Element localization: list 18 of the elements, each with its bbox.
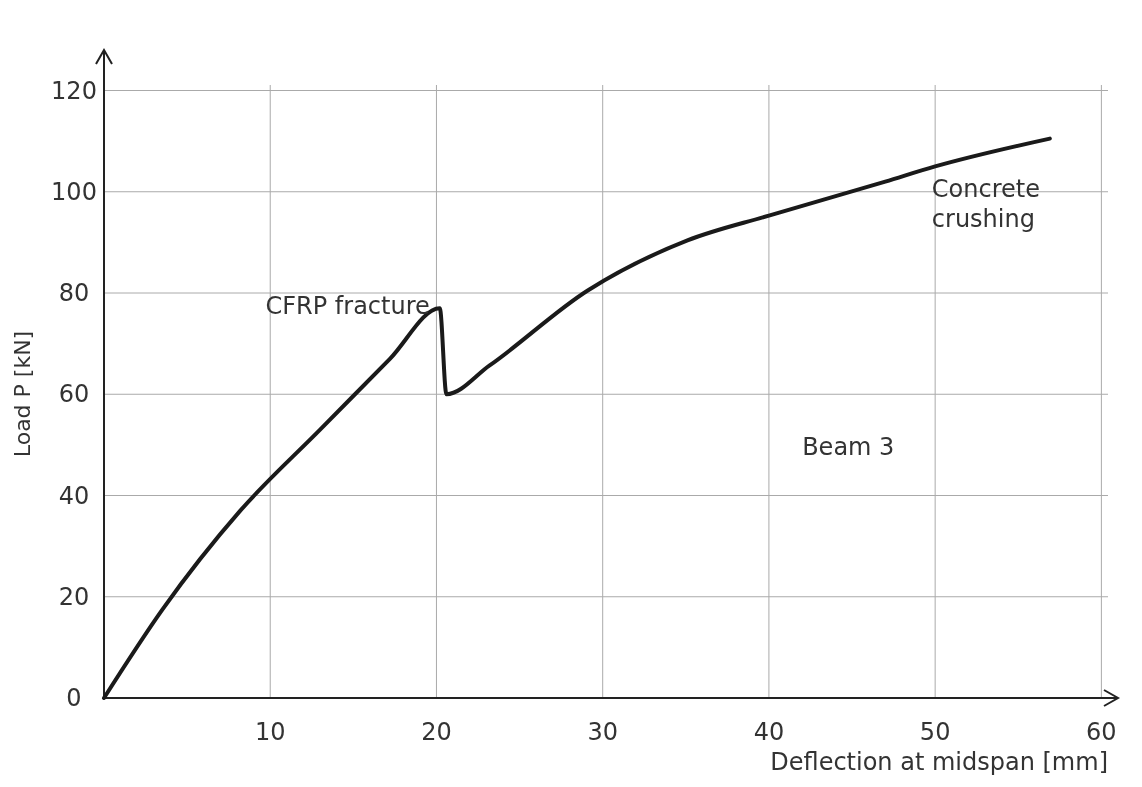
y-tick-label: 40 xyxy=(58,481,90,510)
x-tick-label: 60 xyxy=(1086,718,1117,746)
x-tick-label: 10 xyxy=(254,718,286,746)
x-axis-title: Deflection at midspan [mm] xyxy=(770,748,1108,776)
y-tick-label: 100 xyxy=(51,177,97,206)
annotation: CFRP fracture xyxy=(265,292,430,321)
x-tick-label: 40 xyxy=(753,718,785,746)
annotation: Beam 3 xyxy=(802,433,895,461)
y-tick-label: 20 xyxy=(58,582,90,611)
y-tick-label: 0 xyxy=(66,684,82,712)
annotation: Concrete crushing xyxy=(931,174,1040,233)
y-tick-label: 120 xyxy=(51,76,97,105)
x-tick-label: 30 xyxy=(587,718,618,746)
y-tick-label: 60 xyxy=(58,380,90,409)
y-tick-label: 80 xyxy=(58,279,90,307)
x-tick-label: 20 xyxy=(421,718,452,746)
y-axis-title: Load P [kN] xyxy=(10,330,35,458)
x-tick-label: 50 xyxy=(919,718,951,746)
